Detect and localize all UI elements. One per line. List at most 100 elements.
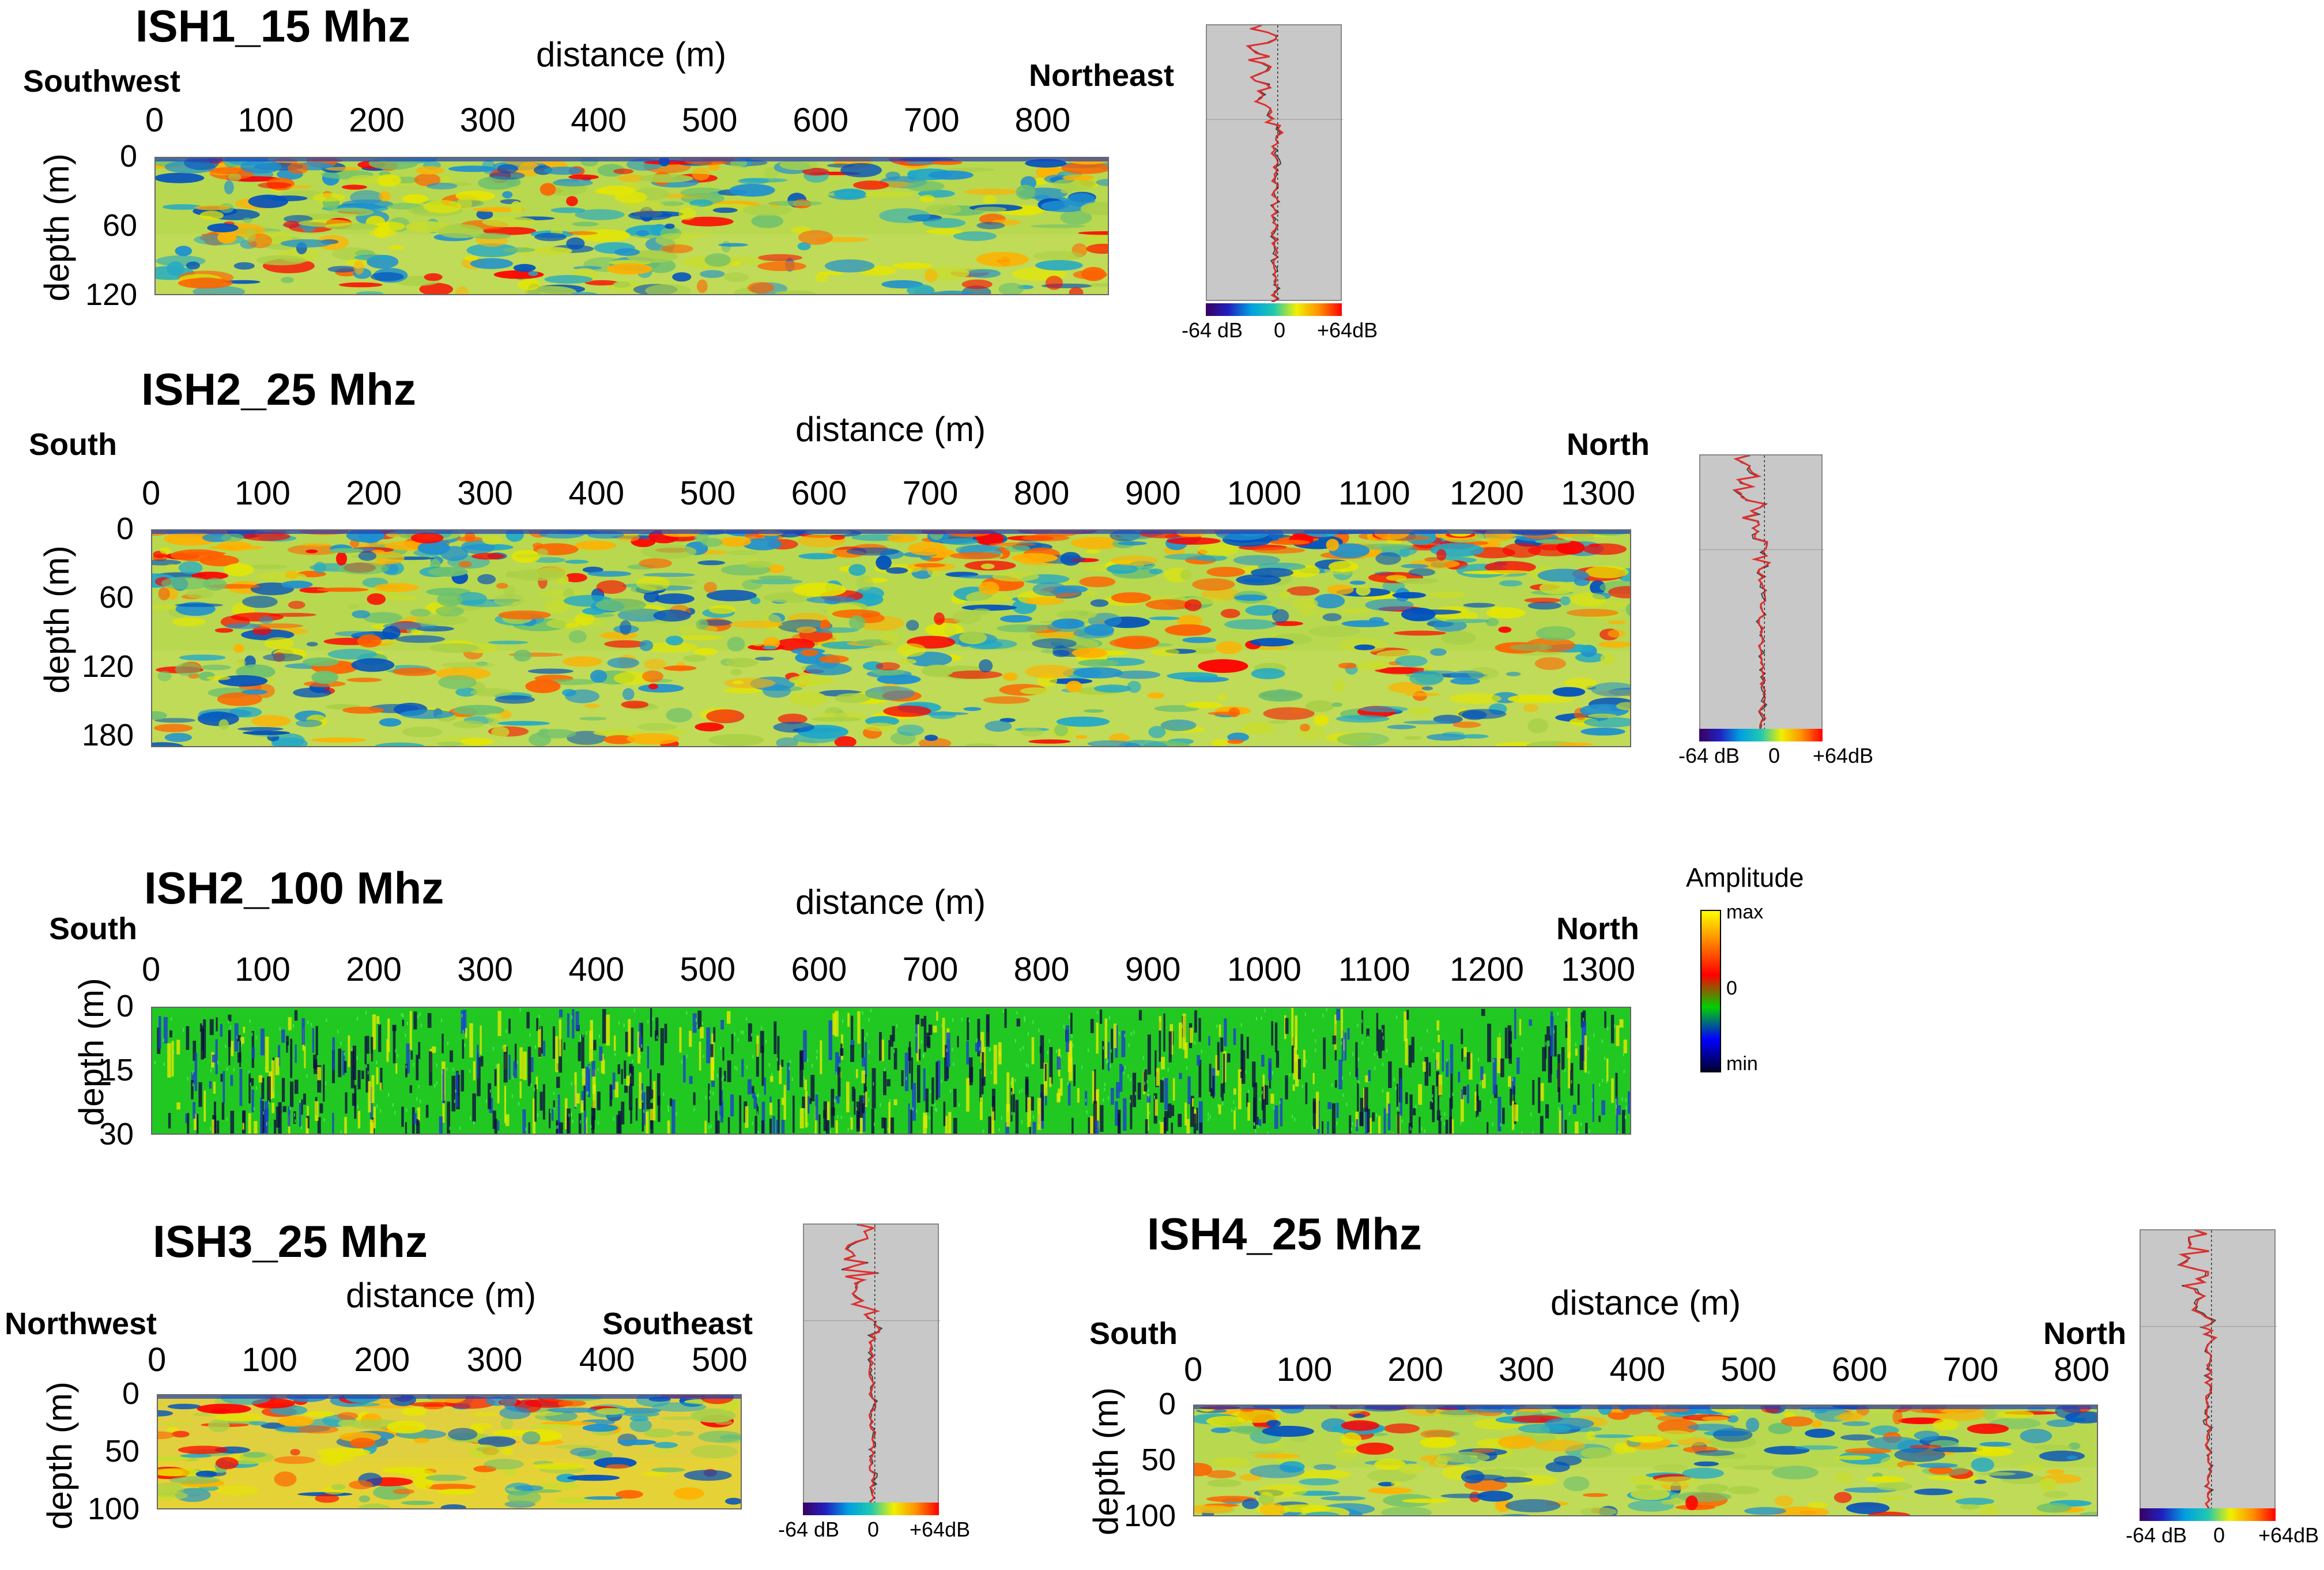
x-tick-label: 200 bbox=[346, 475, 402, 512]
x-tick-label: 800 bbox=[1013, 951, 1070, 988]
amplitude-colorbar bbox=[1700, 910, 1721, 1072]
y-tick-label: 120 bbox=[85, 277, 138, 312]
x-tick-label: 1000 bbox=[1227, 951, 1301, 988]
y-axis-label: depth (m) bbox=[40, 1381, 79, 1530]
db-zero-label: 0 bbox=[2213, 1523, 2225, 1547]
y-tick-label: 0 bbox=[122, 1376, 140, 1411]
x-tick-label: 0 bbox=[148, 1341, 167, 1379]
trace-svg bbox=[1700, 454, 1824, 733]
chart-title: ISH4_25 Mhz bbox=[1147, 1208, 1422, 1259]
chart-title: ISH2_100 Mhz bbox=[144, 863, 444, 913]
x-tick-label: 600 bbox=[793, 101, 849, 139]
y-tick-label: 0 bbox=[116, 511, 134, 546]
x-tick-label: 300 bbox=[459, 101, 516, 139]
x-axis-label: distance (m) bbox=[346, 1276, 537, 1315]
radargram-image bbox=[151, 529, 1631, 747]
y-tick-label: 0 bbox=[120, 139, 138, 174]
y-tick-label: 180 bbox=[82, 718, 134, 753]
db-zero-label: 0 bbox=[1768, 744, 1780, 767]
trace-svg bbox=[2141, 1229, 2277, 1513]
x-tick-label: 400 bbox=[579, 1341, 635, 1379]
direction-right-label: Northeast bbox=[1029, 58, 1175, 93]
x-tick-label: 400 bbox=[568, 951, 625, 988]
db-max-label: +64dB bbox=[910, 1518, 971, 1541]
x-tick-label: 1200 bbox=[1449, 951, 1525, 988]
x-tick-label: 300 bbox=[457, 951, 514, 988]
x-tick-label: 600 bbox=[1831, 1351, 1888, 1388]
x-tick-label: 500 bbox=[691, 1341, 748, 1379]
x-axis-label: distance (m) bbox=[1550, 1283, 1741, 1322]
x-tick-label: 100 bbox=[235, 951, 290, 988]
db-zero-label: 0 bbox=[867, 1518, 880, 1541]
x-axis-label: distance (m) bbox=[795, 883, 986, 921]
direction-left-label: South bbox=[29, 427, 117, 462]
x-tick-label: 800 bbox=[2054, 1351, 2110, 1388]
x-axis-label: distance (m) bbox=[536, 35, 727, 74]
x-tick-label: 500 bbox=[681, 101, 738, 139]
amplitude-min-label: min bbox=[1726, 1053, 1758, 1075]
amplitude-max-label: max bbox=[1726, 901, 1764, 923]
x-tick-label: 200 bbox=[1387, 1351, 1444, 1388]
direction-right-label: North bbox=[2043, 1316, 2126, 1351]
x-tick-label: 700 bbox=[902, 475, 959, 512]
y-tick-label: 60 bbox=[103, 208, 138, 243]
radargram-svg bbox=[156, 158, 1108, 294]
reflectivity-trace-panel bbox=[1699, 454, 1824, 733]
radargram-image bbox=[157, 1394, 742, 1509]
x-tick-label: 0 bbox=[142, 475, 161, 512]
x-tick-label: 200 bbox=[349, 101, 405, 139]
x-tick-label: 100 bbox=[242, 1341, 297, 1379]
x-tick-label: 300 bbox=[466, 1341, 523, 1379]
direction-left-label: South bbox=[1089, 1316, 1178, 1351]
db-min-label: -64 dB bbox=[1678, 744, 1740, 767]
y-tick-label: 60 bbox=[99, 580, 134, 615]
y-tick-label: 15 bbox=[99, 1053, 134, 1087]
direction-right-label: Southeast bbox=[602, 1307, 753, 1341]
radargram-image bbox=[151, 1007, 1631, 1135]
trace-svg bbox=[804, 1223, 940, 1507]
x-tick-label: 0 bbox=[145, 101, 164, 139]
x-tick-label: 200 bbox=[346, 951, 402, 988]
x-tick-label: 700 bbox=[903, 101, 960, 139]
db-colorbar bbox=[803, 1503, 939, 1515]
x-tick-label: 600 bbox=[791, 951, 847, 988]
y-tick-label: 50 bbox=[105, 1434, 140, 1469]
radargram-svg bbox=[1194, 1406, 2097, 1515]
amplitude-legend-title: Amplitude bbox=[1686, 863, 1804, 893]
x-tick-label: 700 bbox=[1942, 1351, 1999, 1388]
chart-title: ISH2_25 Mhz bbox=[141, 364, 416, 415]
y-axis-label: depth (m) bbox=[37, 153, 76, 302]
db-min-label: -64 dB bbox=[778, 1518, 840, 1541]
x-tick-label: 800 bbox=[1014, 101, 1071, 139]
y-tick-label: 120 bbox=[82, 649, 134, 684]
x-tick-label: 0 bbox=[142, 951, 161, 988]
radargram-image bbox=[154, 157, 1109, 295]
radargram-svg bbox=[152, 530, 1630, 746]
db-min-label: -64 dB bbox=[2126, 1523, 2187, 1547]
x-tick-label: 300 bbox=[457, 475, 514, 512]
db-max-label: +64dB bbox=[2258, 1523, 2319, 1547]
direction-left-label: Northwest bbox=[5, 1307, 157, 1341]
x-tick-label: 500 bbox=[680, 475, 736, 512]
y-axis-label: depth (m) bbox=[1086, 1387, 1125, 1535]
radargram-svg bbox=[158, 1395, 741, 1508]
db-max-label: +64dB bbox=[1317, 318, 1378, 342]
x-tick-label: 100 bbox=[237, 101, 294, 139]
x-tick-label: 1000 bbox=[1227, 475, 1301, 512]
y-tick-label: 0 bbox=[1159, 1387, 1176, 1421]
x-tick-label: 0 bbox=[1184, 1351, 1203, 1388]
y-tick-label: 100 bbox=[88, 1492, 140, 1526]
x-tick-label: 300 bbox=[1498, 1351, 1555, 1388]
radargram-image bbox=[1193, 1405, 2098, 1516]
db-max-label: +64dB bbox=[1813, 744, 1874, 767]
x-tick-label: 500 bbox=[1721, 1351, 1776, 1388]
y-axis-label: depth (m) bbox=[37, 545, 76, 694]
db-zero-label: 0 bbox=[1274, 318, 1286, 342]
x-tick-label: 1100 bbox=[1338, 475, 1410, 512]
chart-title: ISH3_25 Mhz bbox=[153, 1216, 428, 1267]
y-tick-label: 50 bbox=[1141, 1443, 1176, 1477]
x-tick-label: 800 bbox=[1013, 475, 1070, 512]
x-tick-label: 1100 bbox=[1338, 951, 1410, 988]
x-tick-label: 1300 bbox=[1561, 951, 1636, 988]
y-tick-label: 30 bbox=[99, 1117, 134, 1151]
